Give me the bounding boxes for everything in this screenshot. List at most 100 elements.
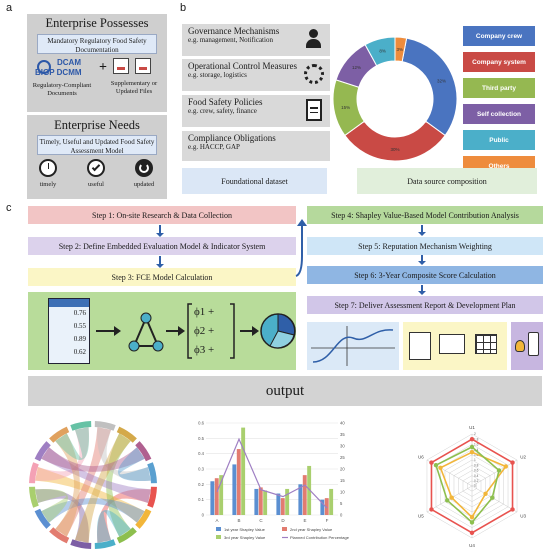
fact-governance-title: Governance Mechanisms — [188, 26, 280, 36]
donut-label-5: 3% — [396, 47, 403, 52]
x-tick-3: D — [281, 518, 285, 523]
updated-file-icon — [135, 58, 151, 74]
radar-point-0-3 — [469, 530, 475, 535]
needs-desc-label: Timely, Useful and Updated Food Safety A… — [37, 135, 157, 155]
step-3: Step 3: FCE Model Calculation — [28, 268, 296, 286]
radar-tick-9: 1.8 — [474, 437, 479, 441]
enterprise-needs-box: Enterprise Needs Timely, Useful and Upda… — [27, 115, 167, 199]
y-left-tick-6: 0.6 — [198, 421, 204, 426]
radar-point-1-3 — [469, 515, 475, 520]
idea-illustration — [511, 322, 543, 370]
chord-arc-15 — [147, 462, 157, 484]
radar-tick-5: 1 — [474, 458, 476, 462]
radar-tick-8: 1.6 — [474, 443, 479, 447]
mandatory-docs-label: Mandatory Regulatory Food Safety Documen… — [37, 34, 157, 54]
fact-operational-eg: e.g. storage, logistics — [188, 71, 247, 79]
radar-tick-10: 2 — [474, 432, 476, 436]
bar-1-0 — [214, 478, 219, 515]
chord-ribbon-1 — [35, 466, 145, 523]
foundational-caption: Foundational dataset — [182, 168, 327, 194]
bar-1-1 — [236, 449, 241, 515]
bar-1-3 — [280, 498, 285, 515]
chord-ribbon-0 — [97, 489, 151, 543]
y-right-tick-5: 25 — [340, 455, 345, 460]
fce-flow-diagram — [96, 303, 296, 359]
chord-arc-13 — [116, 426, 137, 443]
x-tick-4: E — [303, 518, 306, 523]
x-tick-2: C — [259, 518, 263, 523]
bar-2-1 — [241, 427, 246, 515]
radar-point-1-5 — [438, 465, 443, 470]
matrix-value-2: 0.89 — [73, 335, 86, 343]
bar-legend-0: 1st year Shapley Value — [224, 527, 266, 532]
chord-ribbon-4 — [35, 489, 89, 543]
radar-axis-2: U3 — [520, 514, 526, 519]
donut-label-2: 15% — [341, 105, 350, 110]
radar-point-2-0 — [469, 444, 475, 450]
phi-stack: ϕ1 + ϕ2 + ϕ3 + — [194, 303, 214, 360]
legend-item-4: Public — [463, 130, 535, 150]
source-caption: Data source composition — [357, 168, 537, 194]
x-tick-1: B — [237, 518, 240, 523]
phi-3: ϕ3 + — [194, 344, 215, 356]
radar-point-0-1 — [510, 460, 515, 465]
chord-ribbon-10 — [55, 433, 80, 537]
chord-arc-12 — [94, 421, 116, 431]
donut-chart: 32% 30% 15% 12% 8% 3% — [332, 36, 458, 162]
file-icon — [113, 58, 129, 74]
radar-axis-4: U5 — [418, 514, 424, 519]
radar-tick-1: 0.2 — [474, 479, 479, 483]
chord-arc-0 — [147, 486, 157, 508]
y-left-tick-5: 0.5 — [198, 436, 204, 441]
radar-point-1-2 — [483, 491, 488, 496]
chord-ribbon-13 — [74, 433, 131, 543]
matrix-value-1: 0.55 — [73, 322, 86, 330]
legend-item-1: Company system — [463, 52, 535, 72]
radar-point-2-3 — [469, 520, 475, 525]
donut-slice-1 — [344, 120, 446, 162]
y-right-tick-3: 15 — [340, 478, 345, 483]
bar-0-3 — [276, 493, 281, 515]
output-banner: output — [28, 376, 542, 406]
radar-tick-6: 1.2 — [474, 453, 479, 457]
shapley-bar-chart: 0 0.1 0.2 0.3 0.4 0.5 0.6 0 5 10 15 20 25 30 35 40 A B C D E… — [198, 421, 350, 541]
chord-ribbon-5 — [55, 427, 112, 537]
chord-ribbon-7 — [35, 488, 69, 523]
bar-2-2 — [263, 490, 268, 515]
x-tick-5: F — [326, 518, 329, 523]
radar-point-1-1 — [503, 464, 508, 469]
doc-left-label: Regulatory-Compliant Documents — [32, 82, 92, 97]
donut-label-0: 32% — [437, 79, 446, 84]
chord-diagram — [29, 421, 157, 549]
radar-point-2-2 — [490, 495, 495, 500]
y-right-tick-8: 40 — [340, 421, 345, 426]
fact-operational-title: Operational Control Measures — [188, 61, 297, 71]
chord-ribbon-6 — [41, 498, 145, 523]
bar-legend-1: 2nd year Shapley Value — [290, 527, 333, 532]
donut-slice-0 — [401, 37, 458, 137]
certification-logos: DCAM BIGP DCMM — [35, 58, 93, 78]
bar-2-0 — [219, 475, 224, 515]
bar-0-1 — [232, 464, 237, 515]
chord-arc-9 — [34, 441, 51, 462]
bar-2-4 — [307, 465, 312, 515]
step-1: Step 1: On-site Research & Data Collecti… — [28, 206, 296, 224]
bar-2-5 — [329, 488, 334, 515]
step-7: Step 7: Deliver Assessment Report & Deve… — [307, 296, 543, 314]
radar-tick-3: 0.6 — [474, 469, 479, 473]
planned-line — [216, 437, 328, 509]
chord-arc-5 — [49, 527, 70, 544]
chord-arc-4 — [70, 539, 92, 549]
chord-ribbon-15 — [117, 447, 151, 482]
radar-axis-5: U6 — [418, 455, 424, 460]
checkmark-icon — [87, 159, 105, 177]
radar-axis-3: U4 — [469, 543, 475, 548]
fact-policies: Food Safety Policies e.g. crew, safety, … — [182, 95, 330, 127]
y-right-tick-2: 10 — [340, 490, 345, 495]
step-6: Step 6: 3-Year Composite Score Calculati… — [307, 266, 543, 284]
legend-item-2: Third party — [463, 78, 535, 98]
fce-illustration: 0.76 0.55 0.89 0.62 ϕ1 + ϕ2 + ϕ3 + — [28, 292, 296, 370]
document-icon — [306, 99, 322, 121]
radar-axis-1: U2 — [520, 455, 526, 460]
